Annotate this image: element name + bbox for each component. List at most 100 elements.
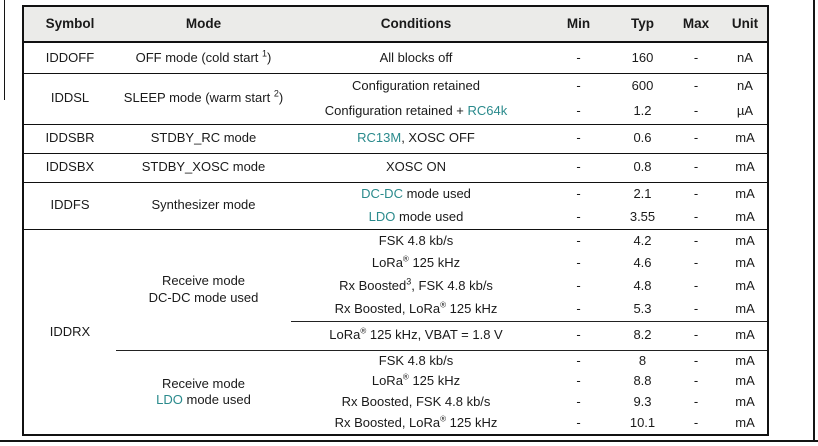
min-value: - (541, 123, 616, 153)
symbol-cell: IDDSL (23, 72, 116, 124)
unit-value: mA (723, 152, 768, 182)
col-header-mode: Mode (116, 6, 291, 43)
link-rc13m[interactable]: RC13M (357, 130, 402, 146)
symbol-cell: IDDOFF (23, 41, 116, 73)
electrical-spec-table: Symbol Mode Conditions Min Typ Max Unit … (22, 5, 769, 436)
unit-value: mA (735, 415, 755, 431)
unit-value: mA (735, 208, 755, 224)
registered-mark: ® (440, 415, 447, 425)
table-row: LoRa® 125 kHz - 8.8 - mA (23, 371, 768, 392)
unit-value: mA (735, 255, 755, 271)
table-row: Configuration retained + RC64k - 1.2 - µ… (23, 98, 768, 124)
unit-value: µA (736, 102, 754, 118)
max-value: - (669, 41, 723, 73)
typ-value: 0.6 (616, 123, 669, 153)
unit-value: mA (723, 181, 768, 205)
condition-cell: Rx Boosted, LoRa® 125 kHz (334, 415, 498, 431)
condition-cell: Rx Boosted, LoRa® 125 kHz (334, 300, 498, 317)
typ-value: 9.3 (633, 394, 652, 410)
condition-cell: LDO mode used (368, 208, 464, 224)
mode-cell: STDBY_XOSC mode (116, 152, 291, 182)
mode-cell: Receive mode DC-DC mode used (116, 228, 291, 350)
table-row: IDDSL SLEEP mode (warm start 2) Configur… (23, 72, 768, 124)
unit-value: mA (723, 123, 768, 153)
max-value: - (693, 255, 699, 271)
typ-value: 5.3 (633, 301, 652, 317)
min-value: - (541, 152, 616, 182)
link-ldo[interactable]: LDO (368, 208, 396, 224)
col-header-min: Min (541, 6, 616, 43)
table-row: Rx Boosted, LoRa® 125 kHz - 5.3 - mA (23, 298, 768, 321)
table-row: Receive mode LDO mode used FSK 4.8 kb/s -… (23, 349, 768, 435)
typ-value: 160 (616, 41, 669, 73)
unit-value: mA (723, 228, 768, 252)
link-rc64k[interactable]: RC64k (467, 102, 508, 118)
min-value: - (576, 255, 581, 271)
symbol-cell: IDDSBX (23, 152, 116, 182)
unit-value: mA (723, 320, 768, 350)
table-row: IDDSBX STDBY_XOSC mode XOSC ON - 0.8 - m… (23, 152, 768, 182)
table-row: LoRa® 125 kHz - 4.6 - mA (23, 252, 768, 275)
min-value: - (541, 72, 616, 98)
min-value: - (576, 394, 581, 410)
col-header-conditions: Conditions (291, 6, 541, 43)
min-value: - (576, 301, 581, 317)
unit-value: mA (723, 349, 768, 371)
table-row: Rx Boosted, LoRa® 125 kHz - 10.1 - mA (23, 413, 768, 435)
min-value: - (576, 373, 581, 389)
registered-mark: ® (440, 300, 447, 310)
typ-value: 3.55 (629, 208, 656, 224)
max-value: - (693, 278, 699, 294)
unit-value: mA (735, 394, 755, 410)
condition-cell: LoRa® 125 kHz (371, 255, 461, 271)
unit-value: mA (735, 278, 755, 294)
footnote-mark: 2 (273, 89, 279, 100)
typ-value: 10.1 (629, 415, 656, 431)
max-value: - (669, 228, 723, 252)
mode-text: OFF mode (cold start (135, 49, 263, 65)
max-value: - (669, 72, 723, 98)
unit-value: mA (735, 373, 755, 389)
mode-cell: SLEEP mode (warm start 2) (116, 72, 291, 124)
condition-cell: RC13M, XOSC OFF (291, 123, 541, 153)
max-value: - (669, 349, 723, 371)
condition-cell: Configuration retained + RC64k (324, 102, 508, 118)
condition-cell: LoRa® 125 kHz (371, 373, 461, 389)
unit-value: nA (723, 41, 768, 73)
table-row: IDDRX Receive mode DC-DC mode used FSK 4.… (23, 228, 768, 435)
header-row: Symbol Mode Conditions Min Typ Max Unit (23, 6, 768, 43)
table-row: Rx Boosted, FSK 4.8 kb/s - 9.3 - mA (23, 392, 768, 413)
table-row: Rx Boosted3, FSK 4.8 kb/s - 4.8 - mA (23, 275, 768, 298)
table-row: IDDOFF OFF mode (cold start 1) All block… (23, 41, 768, 73)
condition-cell: DC-DC mode used (291, 181, 541, 205)
footnote-mark: 1 (262, 48, 268, 59)
registered-mark: ® (402, 255, 409, 265)
typ-value: 1.2 (633, 102, 652, 118)
mode-cell: OFF mode (cold start 1) (116, 41, 291, 73)
max-value: - (693, 415, 699, 431)
symbol-cell: IDDRX (23, 228, 116, 435)
condition-cell: FSK 4.8 kb/s (291, 228, 541, 252)
col-header-max: Max (669, 6, 723, 43)
typ-value: 0.8 (616, 152, 669, 182)
min-value: - (541, 41, 616, 73)
min-value: - (541, 349, 616, 371)
max-value: - (693, 373, 699, 389)
mode-cell: Receive mode LDO mode used (116, 349, 291, 435)
mode-cell: Synthesizer mode (116, 181, 291, 229)
typ-value: 8.8 (633, 373, 652, 389)
typ-value: 4.8 (633, 278, 652, 294)
min-value: - (576, 415, 581, 431)
condition-cell: Rx Boosted3, FSK 4.8 kb/s (339, 277, 493, 294)
unit-value: nA (723, 72, 768, 98)
registered-mark: ® (360, 327, 367, 337)
symbol-cell: IDDFS (23, 181, 116, 229)
max-value: - (669, 181, 723, 205)
max-value: - (693, 208, 699, 224)
min-value: - (576, 102, 581, 118)
link-dcdc[interactable]: DC-DC (361, 185, 403, 201)
link-ldo[interactable]: LDO (156, 392, 183, 408)
page-frame-right (813, 0, 815, 441)
col-header-typ: Typ (616, 6, 669, 43)
